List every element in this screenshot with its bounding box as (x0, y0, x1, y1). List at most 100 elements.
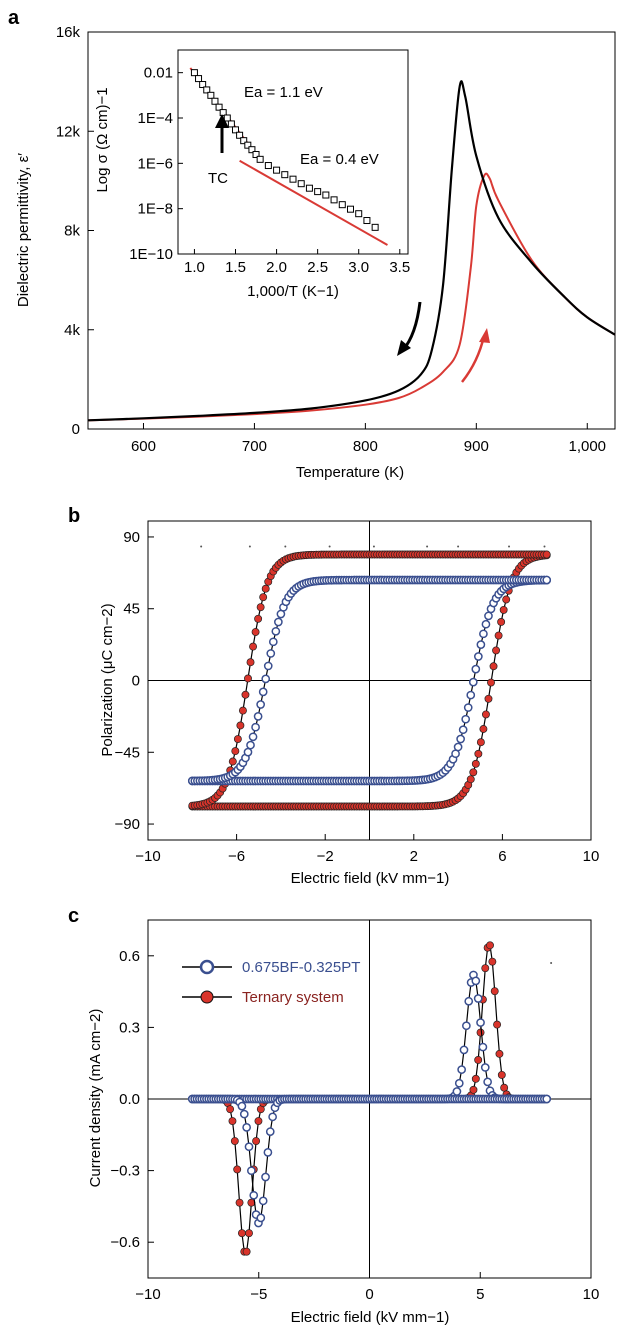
inset-data-point (215, 103, 223, 111)
current-point-red (230, 1137, 239, 1145)
panel-a-xtick-label: 900 (464, 438, 489, 455)
inset-ytick-label: 1E−8 (138, 201, 173, 218)
loop-point-red (469, 768, 478, 777)
current-point-red (474, 1056, 483, 1064)
panel-b-ytick-label: 45 (123, 601, 140, 618)
panel-c-ytick-label: 0.0 (119, 1091, 140, 1108)
current-point-blue (244, 1142, 254, 1152)
current-point-blue (473, 994, 483, 1003)
loop-point-blue (266, 649, 276, 658)
panel-a-xtick-label: 700 (242, 438, 267, 455)
panel-a-ytick-label: 8k (64, 223, 80, 240)
panel-c-xtick-label: 5 (476, 1286, 484, 1303)
panel-b-ytick-label: −90 (115, 816, 140, 833)
current-point-red (235, 1198, 244, 1207)
panel-c-ytick-label: −0.6 (110, 1234, 140, 1251)
inset-data-point (347, 205, 354, 213)
panel-b-series (187, 545, 552, 811)
inset-ea-low: Ea = 0.4 eV (300, 151, 379, 168)
inset-data-point (223, 114, 231, 122)
panel-c: c −10 −5 0 5 10 0.6 0.3 0.0 −0.3 −0.6 Electric fi… (68, 905, 599, 1326)
inset-ytick-label: 1E−6 (138, 155, 173, 172)
inset-data-point (273, 166, 281, 174)
current-point-red (237, 1229, 246, 1238)
tc-arrow-icon (215, 114, 229, 153)
loop-point-blue (456, 734, 465, 744)
panel-a: a 600 700 800 900 1,000 0 4k 8k 12k 16k Temperatu… (8, 7, 616, 481)
loop-point-red (251, 628, 260, 636)
loop-point-blue (484, 611, 493, 621)
loop-point-red (466, 775, 475, 784)
loop-point-blue (251, 722, 260, 732)
inset-data-point (195, 75, 203, 83)
inset-data-point (244, 141, 252, 149)
noise-dot (543, 545, 546, 548)
panel-b-ylabel: Polarization (μC cm−2) (99, 603, 116, 756)
noise-dot (328, 545, 331, 548)
inset-data-point (371, 223, 379, 231)
loop-point-blue (474, 652, 483, 661)
current-point-red (471, 1074, 480, 1083)
loop-point-red (236, 721, 245, 730)
inset-data-point (203, 86, 211, 94)
panel-c-ytick-label: −0.3 (110, 1163, 140, 1180)
panel-a-ticks: 600 700 800 900 1,000 0 4k 8k 12k 16k (56, 24, 606, 455)
loop-point-blue (253, 712, 263, 721)
loop-point-blue (256, 700, 265, 709)
loop-point-blue (481, 619, 491, 629)
loop-point-red (256, 603, 265, 612)
current-point-red (245, 1229, 253, 1238)
loop-point-blue (246, 740, 255, 750)
inset-ytick-label: 0.01 (144, 65, 173, 82)
inset-data-point (240, 137, 248, 145)
inset-ytick-label: 1E−10 (129, 246, 173, 263)
inset-data-point (219, 109, 227, 117)
panel-b-xtick-label: −6 (228, 848, 245, 865)
loop-point-red (249, 642, 258, 651)
inset-data-point (190, 69, 198, 77)
legend-marker-filled-red (200, 990, 214, 1004)
loop-point-red (487, 678, 495, 687)
panel-a-xtick-label: 800 (353, 438, 378, 455)
inset-data-point (305, 184, 313, 192)
noise-dot (372, 545, 375, 548)
panel-c-ticks: −10 −5 0 5 10 0.6 0.3 0.0 −0.3 −0.6 (110, 920, 599, 1303)
loop-point-blue (274, 617, 283, 627)
inset-data-point (297, 180, 305, 188)
loop-point-red (471, 759, 480, 768)
panel-c-series (187, 941, 553, 1256)
noise-dot (248, 545, 251, 548)
inset-data-point (207, 91, 215, 99)
current-point-blue (464, 996, 474, 1006)
inset-tc-label: TC (208, 170, 228, 187)
current-point-red (500, 1083, 509, 1092)
loop-point-red (474, 749, 483, 758)
panel-c-ytick-label: 0.6 (119, 948, 140, 965)
legend-label-blue: 0.675BF-0.325PT (242, 959, 360, 976)
current-point-red (469, 1085, 478, 1094)
current-point-red (476, 1028, 485, 1037)
current-point-blue (462, 1021, 471, 1031)
inset-ticks: 1.0 1.5 2.0 2.5 3.0 3.5 0.01 1E−4 1E−6 1E−8 1E−10 (129, 65, 410, 276)
inset-xtick-label: 3.0 (348, 259, 369, 276)
inset-xlabel: 1,000/T (K−1) (247, 283, 339, 300)
inset-data-point (211, 97, 219, 105)
loop-point-red (228, 757, 237, 766)
current-point-red (493, 1020, 502, 1029)
inset-xtick-label: 2.5 (307, 259, 328, 276)
panel-c-letter: c (68, 905, 79, 927)
loop-point-blue (263, 661, 273, 671)
inset-data-point (232, 126, 239, 134)
loop-point-red (259, 593, 268, 602)
loop-point-red (494, 631, 503, 640)
inset-data-point (281, 171, 289, 179)
heating-curve (87, 172, 616, 422)
current-point-red (495, 1049, 504, 1058)
current-point-blue (268, 1112, 277, 1122)
loop-point-blue (271, 626, 281, 636)
panel-a-inset: 1.0 1.5 2.0 2.5 3.0 3.50.011E−41E−61E−81E−10 … (94, 49, 410, 300)
panel-b-ytick-label: 0 (132, 673, 140, 690)
panel-c-xtick-label: −10 (135, 1286, 160, 1303)
panel-a-xtick-label: 1,000 (568, 438, 606, 455)
